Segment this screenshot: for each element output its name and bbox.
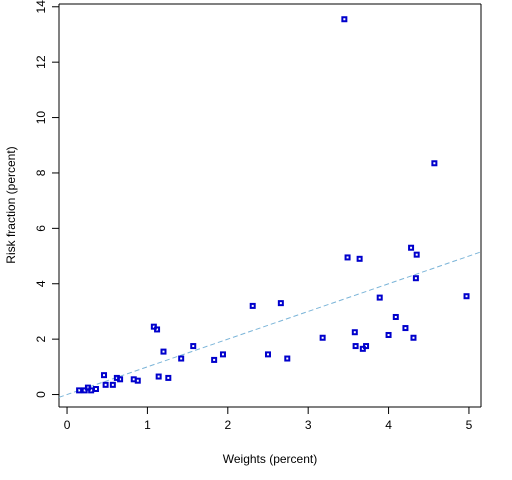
- data-point: [352, 343, 359, 350]
- x-tick-label: 5: [466, 418, 473, 432]
- data-point: [413, 251, 420, 258]
- y-axis: 0 2 4 6 8 10 12 14: [34, 0, 59, 398]
- data-point: [408, 244, 415, 251]
- trend-line-layer: [58, 251, 482, 398]
- y-tick-label: 8: [34, 169, 48, 176]
- data-point: [284, 355, 291, 362]
- y-tick-label: 2: [34, 335, 48, 342]
- data-point: [88, 387, 95, 394]
- data-point: [385, 331, 392, 338]
- data-point: [363, 343, 370, 350]
- data-point: [249, 302, 256, 309]
- data-point: [160, 348, 167, 355]
- data-point: [463, 293, 470, 300]
- data-point: [431, 160, 438, 167]
- y-tick-label: 14: [34, 0, 48, 13]
- data-point: [134, 377, 141, 384]
- data-point: [344, 254, 351, 261]
- data-point: [178, 355, 185, 362]
- data-point: [277, 300, 284, 307]
- y-tick-label: 0: [34, 391, 48, 398]
- data-point: [92, 385, 99, 392]
- x-tick-label: 2: [224, 418, 231, 432]
- x-axis: 0 1 2 3 4 5: [64, 407, 473, 432]
- data-point: [264, 351, 271, 358]
- data-point: [412, 275, 419, 282]
- data-point: [402, 325, 409, 332]
- data-point: [376, 294, 383, 301]
- y-axis-title: Risk fraction (percent): [4, 146, 18, 263]
- data-point: [392, 313, 399, 320]
- data-point: [356, 255, 363, 262]
- data-point: [155, 373, 162, 380]
- data-point: [117, 376, 124, 383]
- x-tick-label: 1: [144, 418, 151, 432]
- data-point: [211, 356, 218, 363]
- data-point: [351, 329, 358, 336]
- x-axis-title: Weights (percent): [223, 452, 317, 466]
- data-point: [219, 351, 226, 358]
- y-tick-label: 6: [34, 225, 48, 232]
- data-point: [109, 381, 116, 388]
- data-points: [76, 16, 470, 394]
- data-point: [76, 387, 83, 394]
- y-tick-label: 12: [34, 55, 48, 69]
- data-point: [102, 381, 109, 388]
- y-tick-label: 4: [34, 280, 48, 287]
- x-tick-label: 3: [305, 418, 312, 432]
- x-tick-label: 4: [385, 418, 392, 432]
- data-point: [190, 343, 197, 350]
- data-point: [165, 374, 172, 381]
- data-point: [154, 326, 161, 333]
- y-tick-label: 10: [34, 111, 48, 125]
- data-point: [319, 334, 326, 341]
- data-point: [410, 334, 417, 341]
- data-point: [341, 16, 348, 23]
- trend-line: [58, 251, 482, 398]
- x-tick-label: 0: [64, 418, 71, 432]
- data-point: [101, 372, 108, 379]
